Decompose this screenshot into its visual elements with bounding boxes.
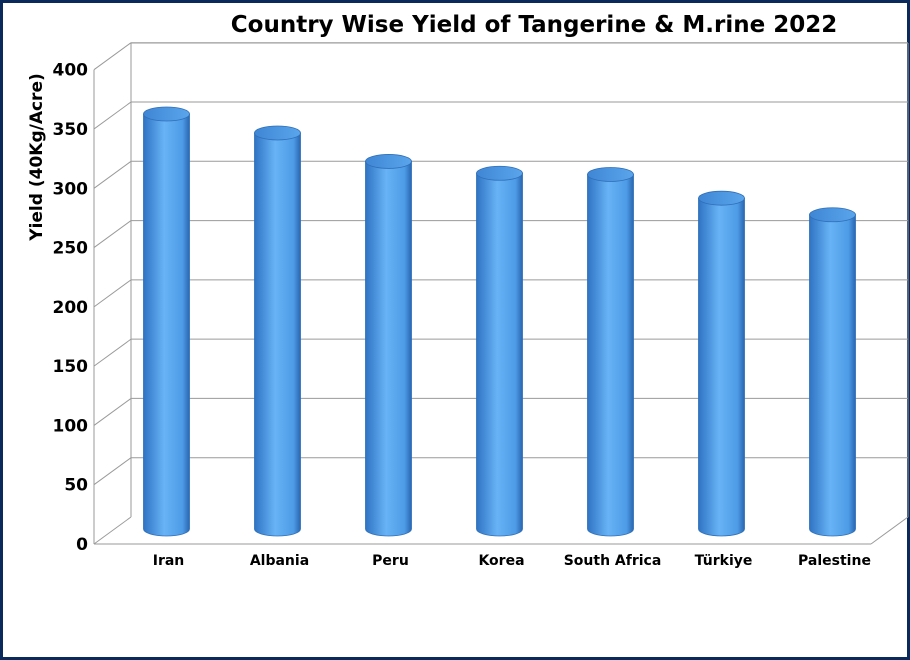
x-tick-label: Albania: [250, 553, 309, 569]
gridline-side: [93, 398, 132, 426]
x-tick-label: Palestine: [798, 553, 871, 569]
bar-cap: [809, 207, 856, 223]
bar-cap: [698, 190, 745, 206]
bar-body: [698, 197, 745, 537]
x-tick-label: Peru: [372, 553, 409, 569]
bar-cap: [476, 165, 523, 181]
gridline-side: [93, 457, 132, 486]
bar: [587, 167, 634, 537]
y-tick-label: 300: [53, 179, 89, 199]
bar: [254, 125, 301, 537]
bar: [143, 106, 190, 537]
gridline-side: [93, 101, 132, 130]
gridline-side: [93, 220, 132, 248]
x-tick-label: South Africa: [564, 553, 662, 569]
gridline-side: [93, 516, 132, 545]
y-tick-label: 400: [53, 61, 89, 81]
floor-right-edge: [870, 516, 909, 545]
bar-cap: [365, 154, 412, 169]
x-tick-label: Korea: [478, 553, 524, 569]
bar-body: [587, 174, 634, 537]
bar-cap: [587, 167, 634, 182]
x-tick-label: Iran: [153, 553, 185, 569]
bar: [365, 154, 412, 537]
bar-body: [254, 132, 301, 537]
y-tick-labels: 0 50 100 150 200 250 300 350 400: [53, 61, 89, 555]
gridline-side: [93, 160, 132, 189]
y-axis-label: Yield (40Kg/Acre): [27, 73, 47, 241]
bar: [809, 207, 856, 537]
bar-cap: [143, 106, 190, 122]
axes: [93, 43, 909, 545]
bars: [143, 106, 856, 537]
y-tick-label: 200: [53, 298, 89, 318]
chart-title: Country Wise Yield of Tangerine & M.rine…: [231, 12, 837, 38]
y-tick-label: 150: [53, 357, 89, 377]
y-tick-label: 50: [64, 476, 88, 496]
bar-body: [476, 172, 523, 537]
gridline-side: [93, 338, 132, 367]
bar-body: [143, 113, 190, 537]
bar: [476, 165, 523, 537]
x-tick-label: Türkiye: [695, 553, 753, 569]
y-tick-label: 0: [76, 535, 88, 555]
bar: [698, 190, 745, 537]
bar-body: [365, 161, 412, 537]
y-tick-label: 250: [53, 239, 89, 259]
bar-body: [809, 214, 856, 537]
gridline-side: [93, 42, 132, 71]
bar-cap: [254, 125, 301, 141]
y-tick-label: 350: [53, 120, 89, 140]
gridline-side: [93, 279, 132, 308]
y-tick-label: 100: [53, 416, 89, 436]
x-tick-labels: Iran Albania Peru Korea South Africa Türkiye P…: [153, 553, 871, 569]
